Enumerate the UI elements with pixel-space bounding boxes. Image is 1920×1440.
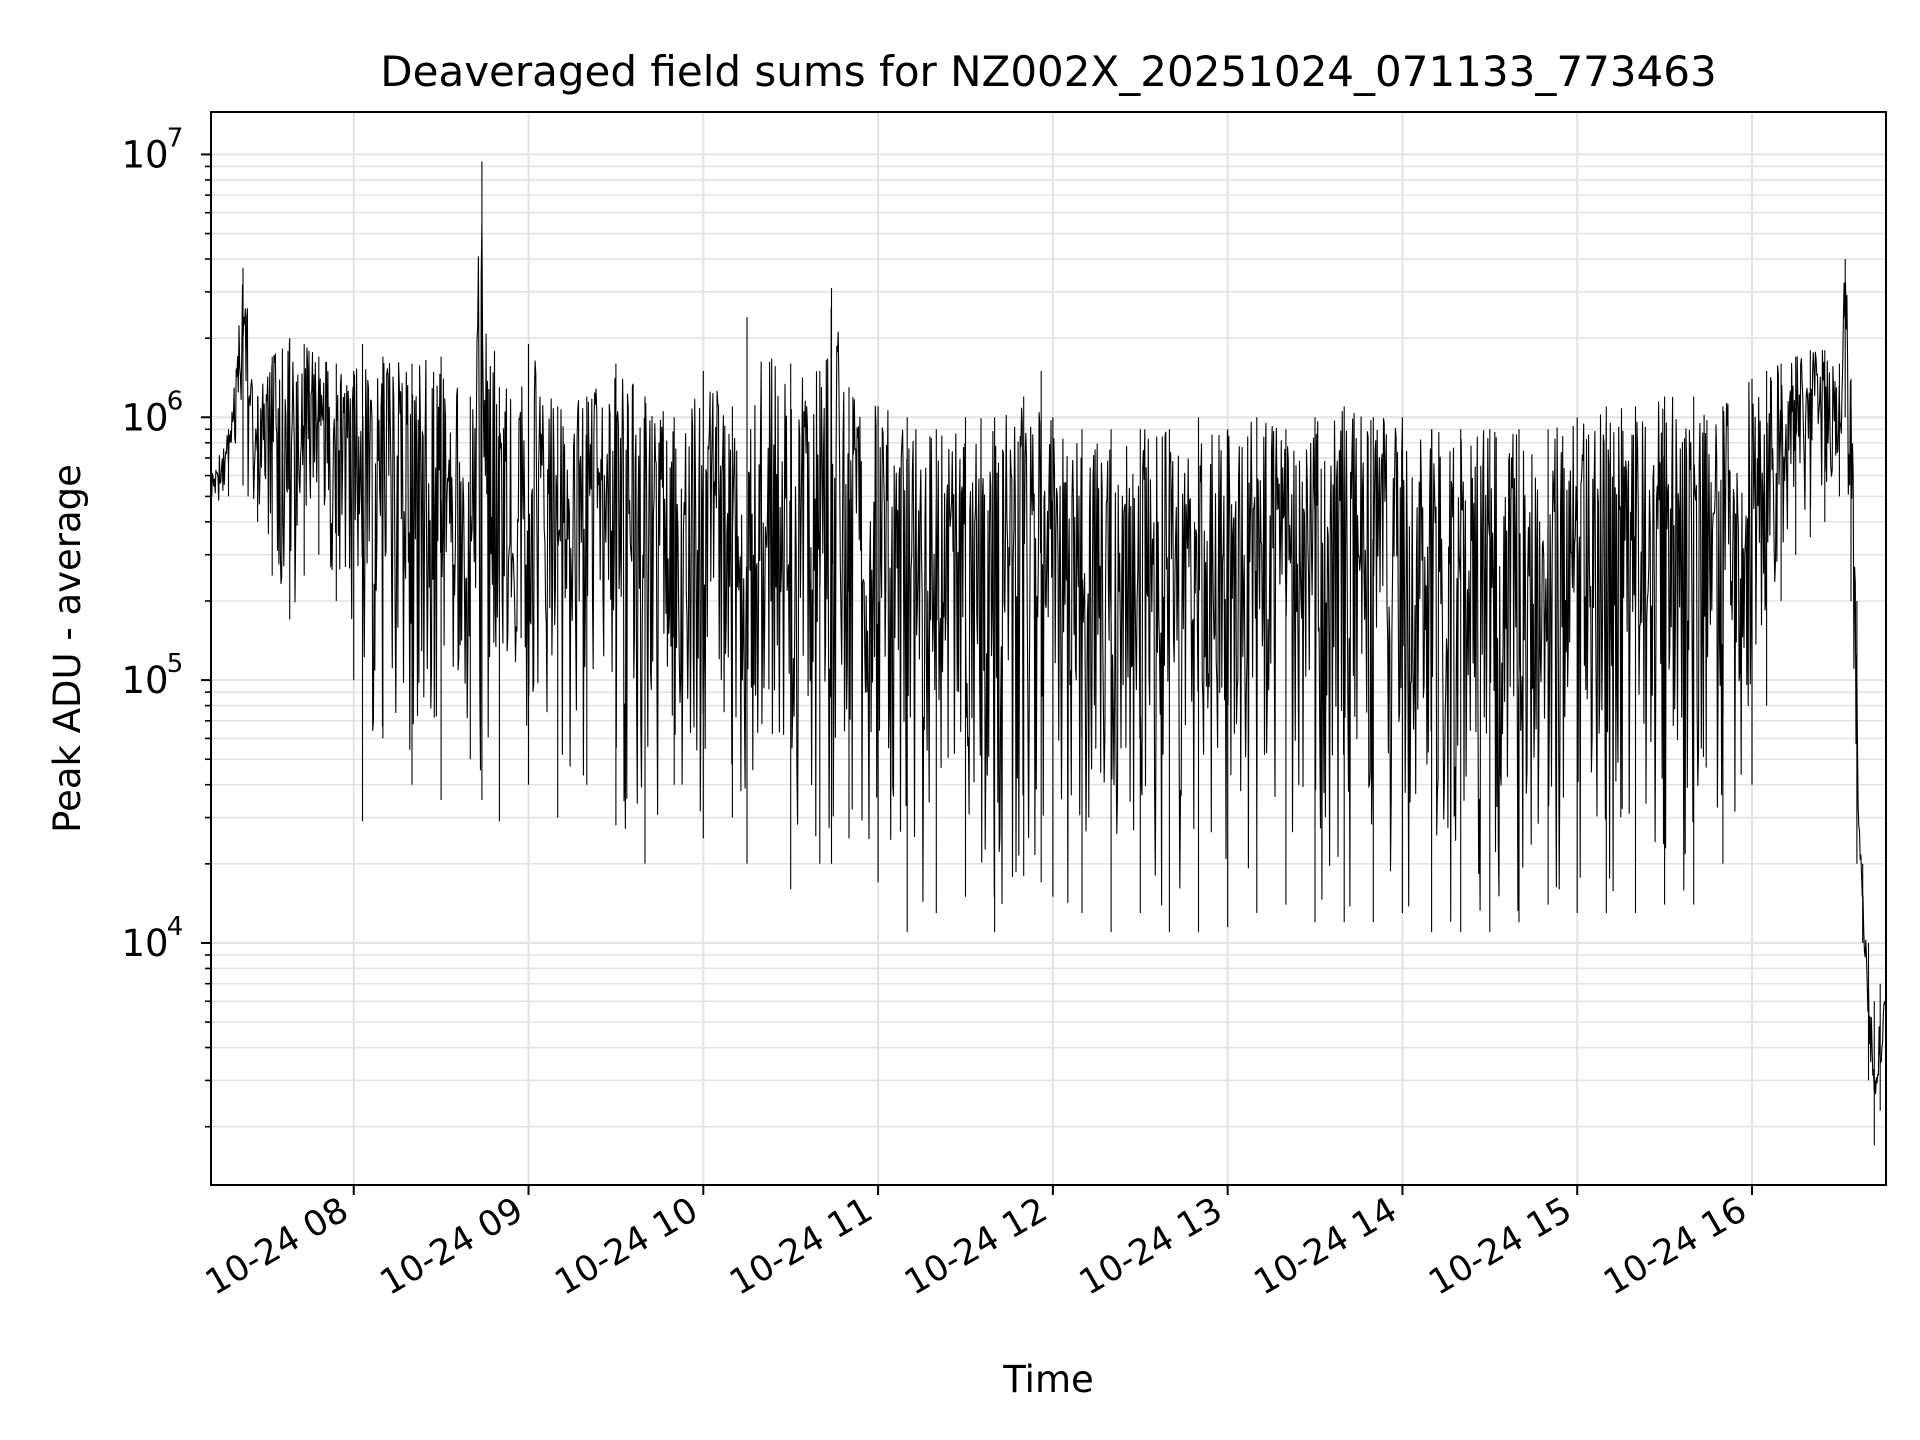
chart-title: Deaveraged field sums for NZ002X_2025102…: [380, 47, 1716, 96]
y-tick-exponent: 4: [167, 912, 184, 942]
y-tick-label: 10: [121, 133, 168, 176]
y-tick-exponent: 5: [167, 649, 184, 679]
x-axis-label: Time: [1002, 1358, 1094, 1401]
axes-frame: [210, 111, 1887, 1186]
data-series: [210, 161, 1887, 1146]
y-tick-exponent: 7: [167, 123, 184, 153]
y-axis-label: Peak ADU - average: [46, 464, 89, 833]
series-line: [210, 161, 1887, 1146]
y-tick-exponent: 6: [167, 386, 184, 416]
y-tick-label: 10: [121, 922, 168, 965]
y-tick-label: 10: [121, 396, 168, 439]
y-tick-label: 10: [121, 659, 168, 702]
